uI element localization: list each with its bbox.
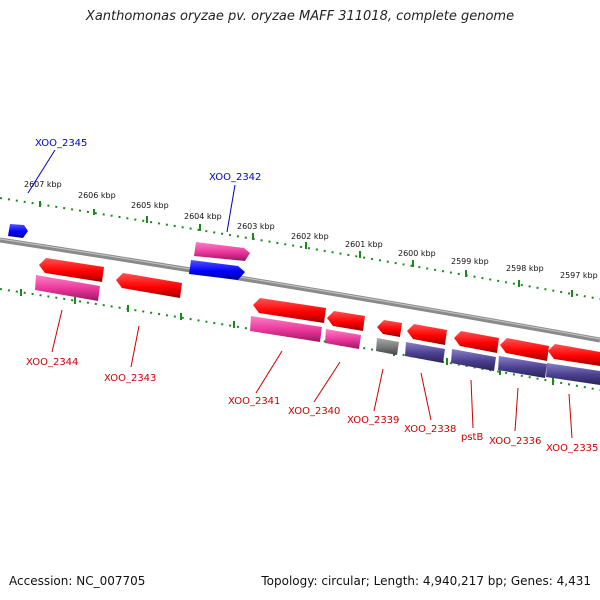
gene-feature-xoo-2338[interactable]: [407, 324, 447, 345]
leader-line: [51, 309, 63, 353]
leader-line: [470, 379, 474, 429]
scale-label: 2598 kbp: [506, 264, 544, 273]
scale-label: 2601 kbp: [345, 240, 383, 249]
scale-label: 2606 kbp: [78, 191, 116, 200]
gene-label-pstb[interactable]: pstB: [461, 432, 483, 443]
accession-text: Accession: NC_007705: [9, 574, 146, 588]
gene-label-xoo-2342[interactable]: XOO_2342: [209, 172, 261, 183]
leader-line: [514, 387, 519, 432]
scale-label: 2604 kbp: [184, 212, 222, 221]
cds-feature-xoo-2338[interactable]: [405, 342, 445, 363]
gene-feature-xoo-2336[interactable]: [500, 338, 549, 361]
gene-label-xoo-2341[interactable]: XOO_2341: [228, 396, 280, 407]
cds-feature-xoo-2340[interactable]: [325, 329, 361, 349]
leader-line: [568, 393, 573, 439]
top-leader-lines: [27, 149, 236, 233]
bottom-leader-lines: [51, 309, 573, 439]
cds-feature-pstb[interactable]: [451, 349, 496, 371]
gene-feature-xoo-2345[interactable]: [8, 224, 28, 238]
gene-label-xoo-2338[interactable]: XOO_2338: [404, 424, 456, 435]
genome-summary-text: Topology: circular; Length: 4,940,217 bp…: [261, 574, 591, 588]
scale-label: 2603 kbp: [237, 222, 275, 231]
gene-feature-xoo-2343[interactable]: [116, 273, 182, 298]
scale-label: 2602 kbp: [291, 232, 329, 241]
cds-feature-xoo-2341[interactable]: [250, 316, 322, 342]
leader-line: [255, 350, 283, 394]
gene-feature-xoo-2341[interactable]: [253, 298, 326, 323]
gene-label-xoo-2335[interactable]: XOO_2335: [546, 443, 598, 454]
gene-label-xoo-2344[interactable]: XOO_2344: [26, 357, 78, 368]
gene-feature-xoo-2335[interactable]: [548, 344, 600, 366]
scale-label: 2600 kbp: [398, 249, 436, 258]
leader-line: [27, 149, 56, 194]
leader-line: [373, 368, 384, 412]
cds-feature-xoo-2336[interactable]: [498, 356, 547, 378]
gene-feature-pstb[interactable]: [454, 331, 499, 353]
gene-label-xoo-2343[interactable]: XOO_2343: [104, 373, 156, 384]
gene-label-xoo-2340[interactable]: XOO_2340: [288, 406, 340, 417]
gene-feature-xoo-2342-gene[interactable]: [194, 242, 250, 261]
gene-label-xoo-2336[interactable]: XOO_2336: [489, 436, 541, 447]
cds-feature-xoo-2339[interactable]: [376, 338, 399, 355]
genome-backbone-highlight: [0, 238, 600, 340]
outer-major-ticks: [39, 201, 573, 297]
cds-feature-xoo-2335[interactable]: [546, 363, 600, 385]
gene-label-xoo-2345[interactable]: XOO_2345: [35, 138, 87, 149]
gene-feature-xoo-2342-cds[interactable]: [189, 260, 245, 280]
gene-label-xoo-2339[interactable]: XOO_2339: [347, 415, 399, 426]
leader-line: [130, 325, 140, 368]
leader-line: [313, 361, 341, 403]
scale-label: 2599 kbp: [451, 257, 489, 266]
scale-label: 2597 kbp: [560, 271, 598, 280]
genome-backbone: [0, 237, 600, 343]
leader-line: [420, 372, 432, 421]
page-title: Xanthomonas oryzae pv. oryzae MAFF 31101…: [85, 9, 515, 24]
scale-label: 2607 kbp: [24, 180, 62, 189]
gene-feature-xoo-2344[interactable]: [39, 258, 104, 282]
scale-label: 2605 kbp: [131, 201, 169, 210]
leader-line: [226, 184, 236, 233]
gene-feature-xoo-2340[interactable]: [327, 311, 365, 331]
gene-feature-xoo-2339[interactable]: [377, 320, 402, 337]
cds-feature-xoo-2344[interactable]: [35, 275, 100, 301]
scale-track-outer: [0, 197, 600, 300]
